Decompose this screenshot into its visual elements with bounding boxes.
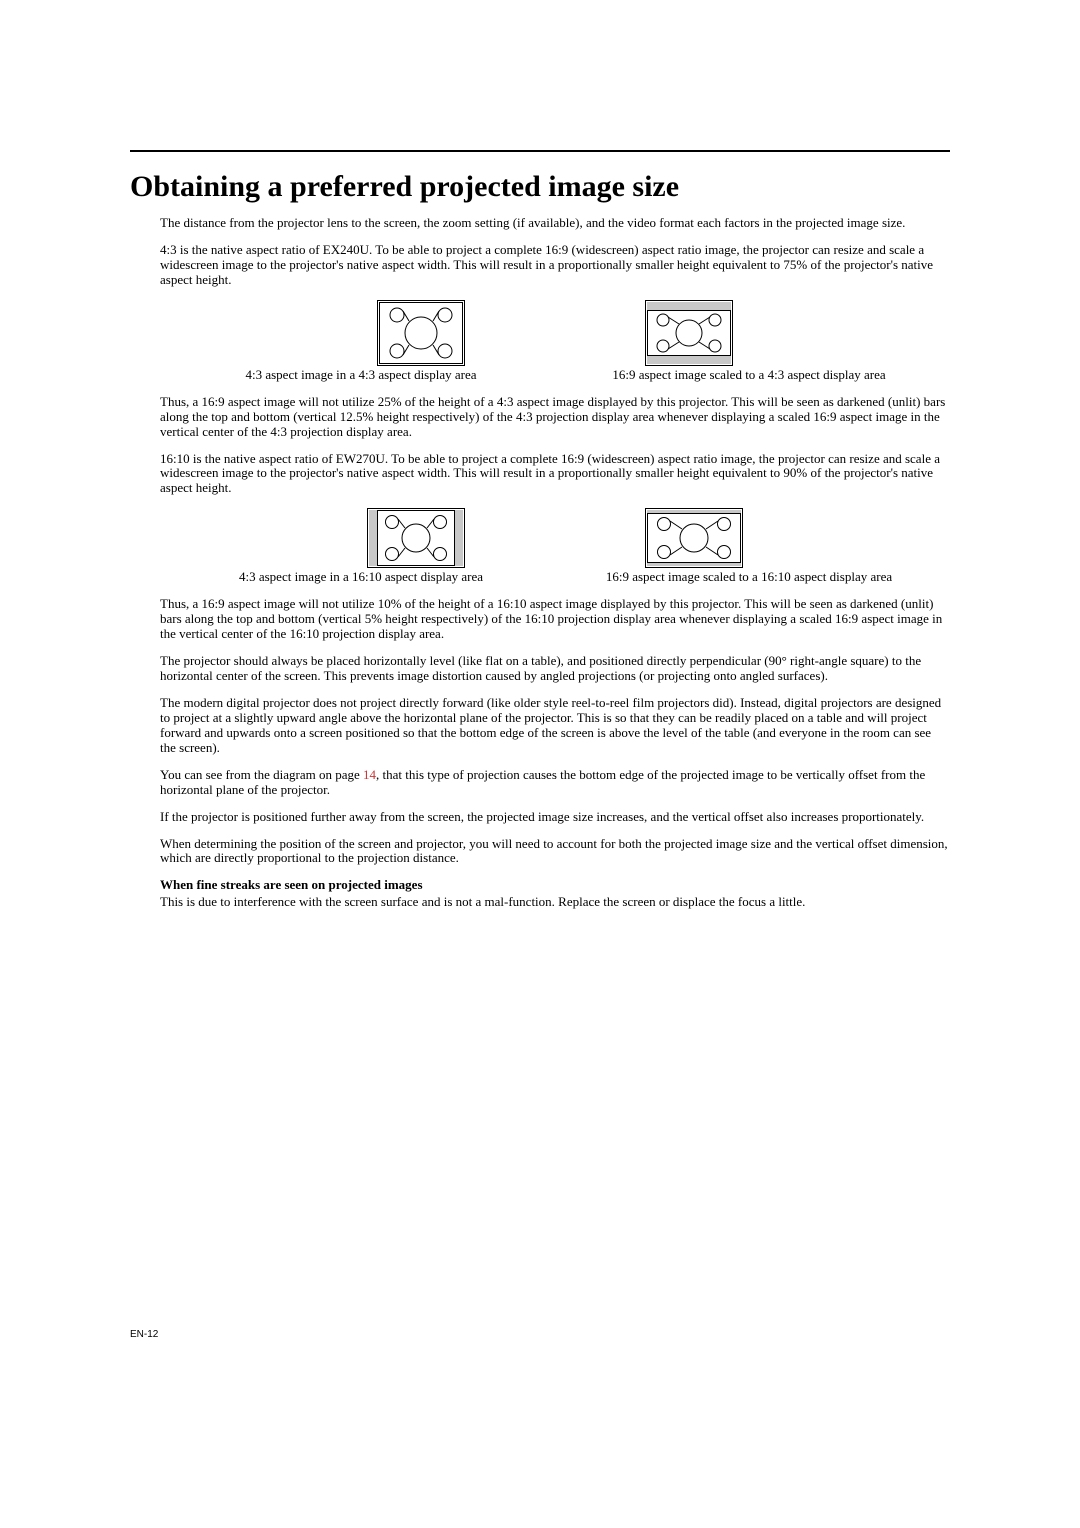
diagram-43-in-1610 [367,508,465,568]
caption-row-1: 4:3 aspect image in a 4:3 aspect display… [160,368,950,383]
diagram-row-1 [160,300,950,366]
caption-169-in-1610: 16:9 aspect image scaled to a 16:10 aspe… [579,570,919,585]
diagram-row-2 [160,508,950,568]
caption-43-in-1610: 4:3 aspect image in a 16:10 aspect displ… [191,570,531,585]
para-1610-native: 16:10 is the native aspect ratio of EW27… [160,452,950,497]
para-upward-angle: The modern digital projector does not pr… [160,696,950,756]
caption-row-2: 4:3 aspect image in a 16:10 aspect displ… [160,570,950,585]
page-title: Obtaining a preferred projected image si… [130,170,950,204]
page-footer: EN-12 [130,1329,158,1340]
content-body: The distance from the projector lens to … [130,216,950,910]
para-further-away: If the projector is positioned further a… [160,810,950,825]
para-1610-result: Thus, a 16:9 aspect image will not utili… [160,597,950,642]
caption-169-in-43: 16:9 aspect image scaled to a 4:3 aspect… [579,368,919,383]
diagram-43-in-43 [377,300,465,366]
caption-43-in-43: 4:3 aspect image in a 4:3 aspect display… [191,368,531,383]
top-rule [130,150,950,152]
page: Obtaining a preferred projected image si… [0,0,1080,972]
diagram-169-in-1610 [645,508,743,568]
page-ref-link[interactable]: 14 [363,767,376,782]
para-43-result: Thus, a 16:9 aspect image will not utili… [160,395,950,440]
para-streaks: This is due to interference with the scr… [160,895,950,910]
para-placement: The projector should always be placed ho… [160,654,950,684]
para-intro: The distance from the projector lens to … [160,216,950,231]
text-before-link: You can see from the diagram on page [160,767,363,782]
para-determining: When determining the position of the scr… [160,837,950,867]
diagram-169-in-43 [645,300,733,366]
para-43-native: 4:3 is the native aspect ratio of EX240U… [160,243,950,288]
para-diagram-ref: You can see from the diagram on page 14,… [160,768,950,798]
subheading-streaks: When fine streaks are seen on projected … [160,878,950,893]
